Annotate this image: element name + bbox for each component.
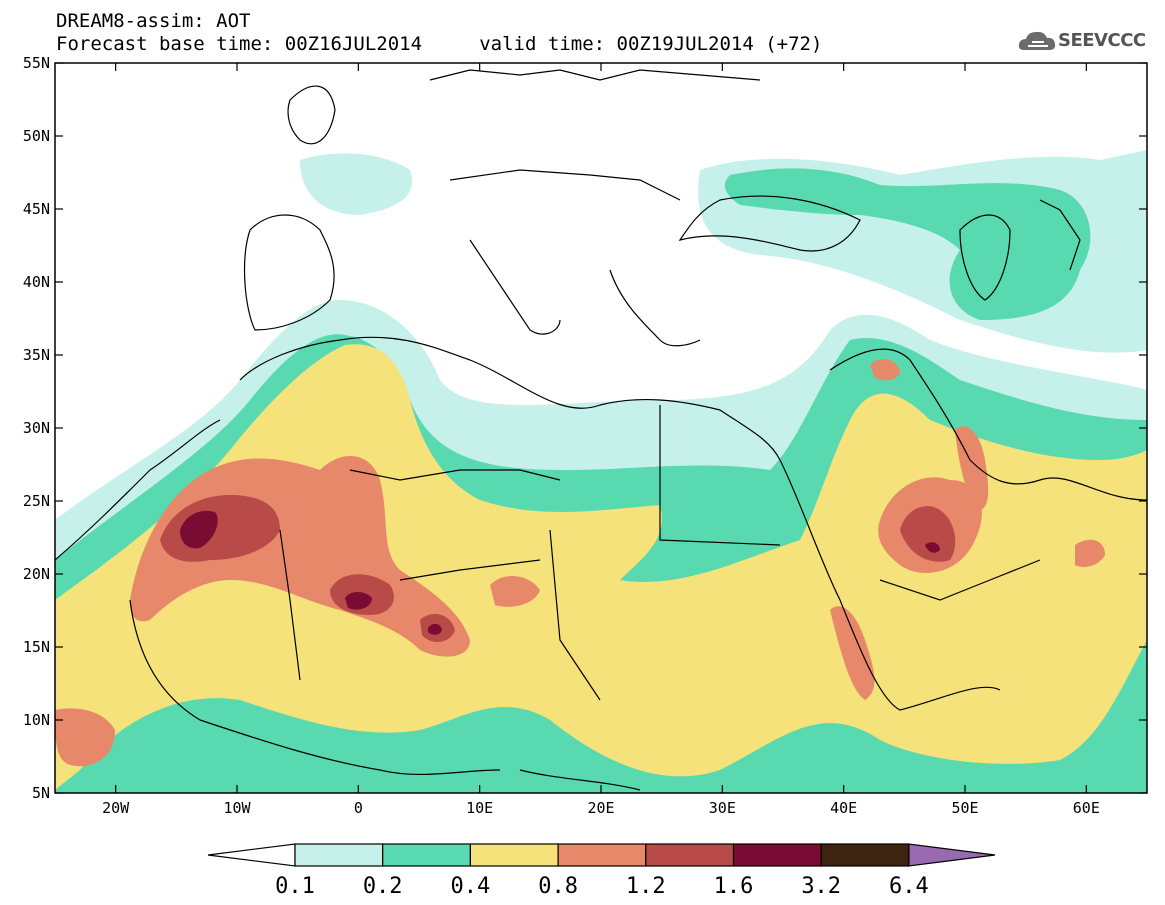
lon-label: 30E bbox=[709, 799, 736, 817]
colorbar-box bbox=[382, 843, 472, 867]
colorbar-box bbox=[557, 843, 647, 867]
aot-band-0.8-redsea bbox=[830, 606, 875, 700]
aot-band-1.6-saudi bbox=[925, 542, 940, 553]
lon-label: 10W bbox=[223, 799, 251, 817]
aot-field bbox=[55, 150, 1147, 793]
colorbar-high-arrow bbox=[908, 843, 996, 867]
lat-label: 50N bbox=[23, 127, 50, 145]
lat-label: 20N bbox=[23, 565, 50, 583]
colorbar-box bbox=[645, 843, 735, 867]
longitude-axis: 20W 10W 0 10E 20E 30E 40E 50E 60E bbox=[102, 63, 1100, 817]
aot-band-1.6-niger bbox=[428, 623, 442, 635]
colorbar-label: 0.2 bbox=[363, 874, 403, 899]
colorbar-label: 0.4 bbox=[451, 874, 491, 899]
lat-label: 40N bbox=[23, 273, 50, 291]
aot-band-1.6-mauritania bbox=[180, 510, 218, 549]
lon-label: 20E bbox=[587, 799, 614, 817]
title-line-1: DREAM8-assim: AOT bbox=[56, 10, 251, 32]
lat-label: 30N bbox=[23, 419, 50, 437]
colorbar-box bbox=[732, 843, 822, 867]
lon-label: 0 bbox=[354, 799, 363, 817]
title-line-2: Forecast base time: 00Z16JUL2014 valid t… bbox=[56, 33, 823, 55]
aot-band-1.6-mali bbox=[345, 592, 372, 610]
logo-text: SEEVCCC bbox=[1058, 30, 1146, 51]
colorbar-label: 0.1 bbox=[275, 874, 315, 899]
coastlines bbox=[55, 69, 1147, 791]
cloud-icon bbox=[1018, 31, 1056, 50]
colorbar-label: 1.2 bbox=[626, 874, 666, 899]
colorbar-box bbox=[294, 843, 384, 867]
lat-label: 25N bbox=[23, 492, 50, 510]
latitude-axis: 55N 50N 45N 40N 35N 30N 25N 20N 15N 10N 5N bbox=[23, 54, 1147, 802]
colorbar-box bbox=[469, 843, 559, 867]
lat-label: 15N bbox=[23, 638, 50, 656]
lat-label: 10N bbox=[23, 711, 50, 729]
aot-band-0.8-oman bbox=[1075, 539, 1105, 567]
aot-band-0.8-iraq bbox=[870, 358, 900, 381]
colorbar-box bbox=[820, 843, 910, 867]
colorbar-label: 3.2 bbox=[801, 874, 841, 899]
lat-label: 45N bbox=[23, 200, 50, 218]
lon-label: 60E bbox=[1073, 799, 1100, 817]
aot-band-1.2-saudi bbox=[900, 506, 956, 562]
colorbar-label: 6.4 bbox=[889, 874, 929, 899]
lat-label: 55N bbox=[23, 54, 50, 72]
lon-label: 20W bbox=[102, 799, 130, 817]
aot-band-0.8-mali bbox=[490, 575, 540, 607]
lat-label: 5N bbox=[32, 784, 50, 802]
lat-label: 35N bbox=[23, 346, 50, 364]
aot-band-0.8-sw bbox=[55, 708, 115, 767]
aot-band-0.1-france bbox=[300, 153, 412, 215]
lon-label: 50E bbox=[951, 799, 978, 817]
lon-label: 10E bbox=[466, 799, 493, 817]
colorbar-low-arrow bbox=[207, 843, 296, 867]
colorbar-label: 0.8 bbox=[538, 874, 578, 899]
lon-label: 40E bbox=[830, 799, 857, 817]
colorbar-label: 1.6 bbox=[714, 874, 754, 899]
